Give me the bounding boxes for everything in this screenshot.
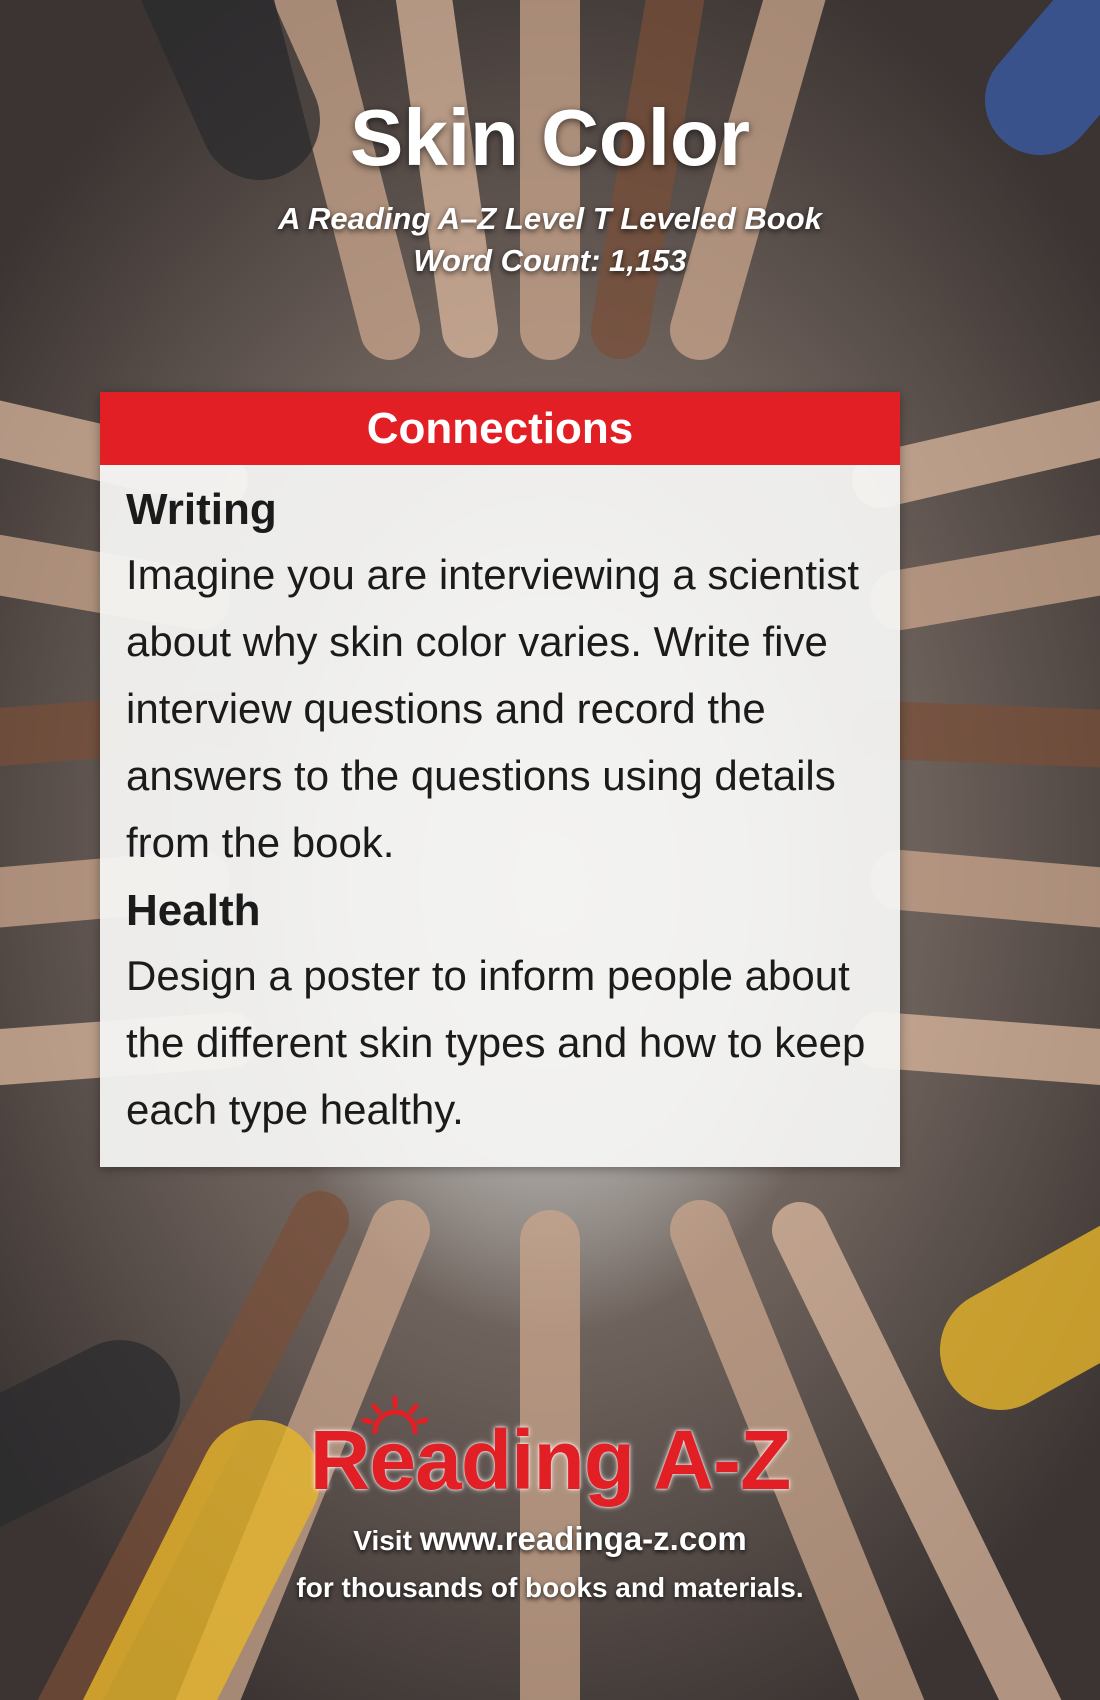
reading-az-logo: Reading A-Z: [309, 1413, 792, 1507]
tagline: for thousands of books and materials.: [296, 1572, 804, 1603]
section-text-health: Design a poster to inform people about t…: [126, 952, 866, 1133]
card-body: Writing Imagine you are interviewing a s…: [100, 465, 900, 1143]
section-title-writing: Writing: [126, 485, 277, 534]
website-link[interactable]: www.readinga-z.com: [419, 1520, 747, 1557]
visit-prefix: Visit: [353, 1525, 412, 1556]
section-title-health: Health: [126, 886, 261, 935]
book-title: Skin Color: [349, 93, 751, 182]
connections-card: Connections Writing Imagine you are inte…: [100, 392, 900, 1167]
card-header: Connections: [100, 392, 900, 465]
sun-icon: [361, 1395, 429, 1434]
book-subtitle: A Reading A–Z Level T Leveled Book Word …: [0, 198, 1100, 282]
visit-line: Visit www.readinga-z.com: [0, 1520, 1100, 1558]
word-count: Word Count: 1,153: [413, 243, 687, 278]
level-line: A Reading A–Z Level T Leveled Book: [278, 201, 822, 236]
section-text-writing: Imagine you are interviewing a scientist…: [126, 551, 860, 866]
